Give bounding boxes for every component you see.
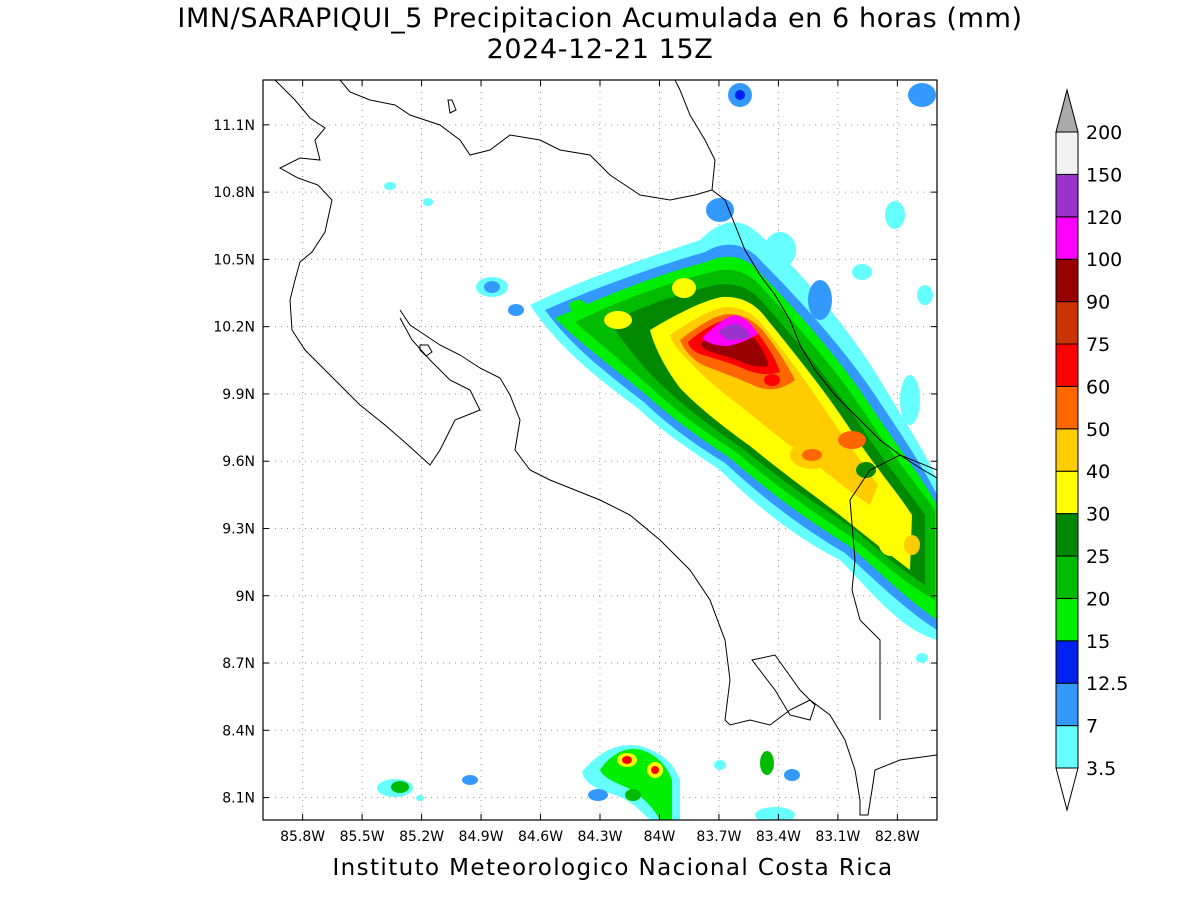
lon-tick-label: 83.1W — [815, 829, 860, 845]
lat-tick-label: 10.2N — [213, 320, 255, 336]
lon-tick-label: 83.7W — [696, 829, 741, 845]
legend-color-box — [1055, 470, 1079, 515]
legend-color-box — [1055, 343, 1079, 387]
legend-color-box — [1055, 597, 1079, 642]
credit-text: Instituto Meteorologico Nacional Costa R… — [332, 855, 894, 881]
legend-label: 12.5 — [1086, 673, 1128, 695]
legend-label: 25 — [1086, 546, 1110, 568]
legend-label: 15 — [1086, 631, 1110, 653]
legend-color-box — [1055, 555, 1079, 599]
lon-tick-label: 85.2W — [399, 829, 444, 845]
map-title: IMN/SARAPIQUI_5 Precipitacion Acumulada … — [177, 3, 1023, 34]
lon-tick-label: 85.8W — [280, 829, 325, 845]
legend-label: 30 — [1086, 504, 1110, 526]
legend-upper-arrow — [1055, 88, 1079, 133]
legend-color-box — [1055, 216, 1079, 260]
lat-tick-label: 10.5N — [213, 252, 255, 268]
legend-color-box — [1055, 725, 1079, 769]
lat-tick-label: 9.9N — [222, 387, 255, 403]
legend-label: 90 — [1086, 292, 1110, 314]
lat-tick-label: 9.6N — [222, 454, 255, 470]
legend-label: 20 — [1086, 588, 1110, 610]
map-subtitle-date: 2024-12-21 15Z — [486, 34, 714, 65]
legend-label: 40 — [1086, 461, 1110, 483]
legend-color-box — [1055, 173, 1079, 218]
lat-tick-label: 9.3N — [222, 521, 255, 537]
legend-label: 75 — [1086, 334, 1110, 356]
legend-color-box — [1055, 301, 1079, 345]
lat-tick-label: 8.7N — [222, 656, 255, 672]
legend-color-box — [1055, 682, 1079, 727]
legend-color-box — [1055, 513, 1079, 557]
lat-tick-label: 8.1N — [222, 791, 255, 807]
lon-tick-label: 85.5W — [340, 829, 385, 845]
lat-tick-label: 8.4N — [222, 723, 255, 739]
map-axes: 85.8W 85.5W 85.2W 84.9W 84.6W 84.3W 84W 83.7W 83… — [213, 80, 937, 845]
lon-tick-label: 84.6W — [518, 829, 563, 845]
legend-label: 3.5 — [1086, 758, 1116, 780]
lon-tick-label: 83.4W — [756, 829, 801, 845]
legend-label: 50 — [1086, 419, 1110, 441]
legend-color-box — [1055, 258, 1079, 303]
precipitation-field — [377, 83, 937, 820]
lon-tick-label: 84.3W — [577, 829, 622, 845]
lat-tick-label: 9N — [236, 589, 255, 605]
lon-tick-label: 84W — [644, 829, 676, 845]
legend-color-box — [1055, 428, 1079, 472]
legend-lower-arrow — [1055, 767, 1079, 812]
lon-tick-label: 84.9W — [459, 829, 504, 845]
legend-label: 7 — [1086, 716, 1098, 738]
lat-tick-label: 10.8N — [213, 185, 255, 201]
precipitation-legend: 3.5 7 12.5 15 20 25 30 40 50 60 75 90 100 120 150 200 — [1055, 88, 1128, 812]
lon-tick-label: 82.8W — [875, 829, 920, 845]
legend-label: 60 — [1086, 376, 1110, 398]
lat-tick-label: 11.1N — [213, 118, 255, 134]
legend-color-box — [1055, 640, 1079, 684]
legend-color-box — [1055, 385, 1079, 430]
legend-color-box — [1055, 131, 1079, 175]
legend-label: 200 — [1086, 122, 1122, 144]
legend-label: 120 — [1086, 207, 1122, 229]
legend-label: 100 — [1086, 249, 1122, 271]
coastline-border — [274, 80, 937, 816]
legend-label: 150 — [1086, 164, 1122, 186]
